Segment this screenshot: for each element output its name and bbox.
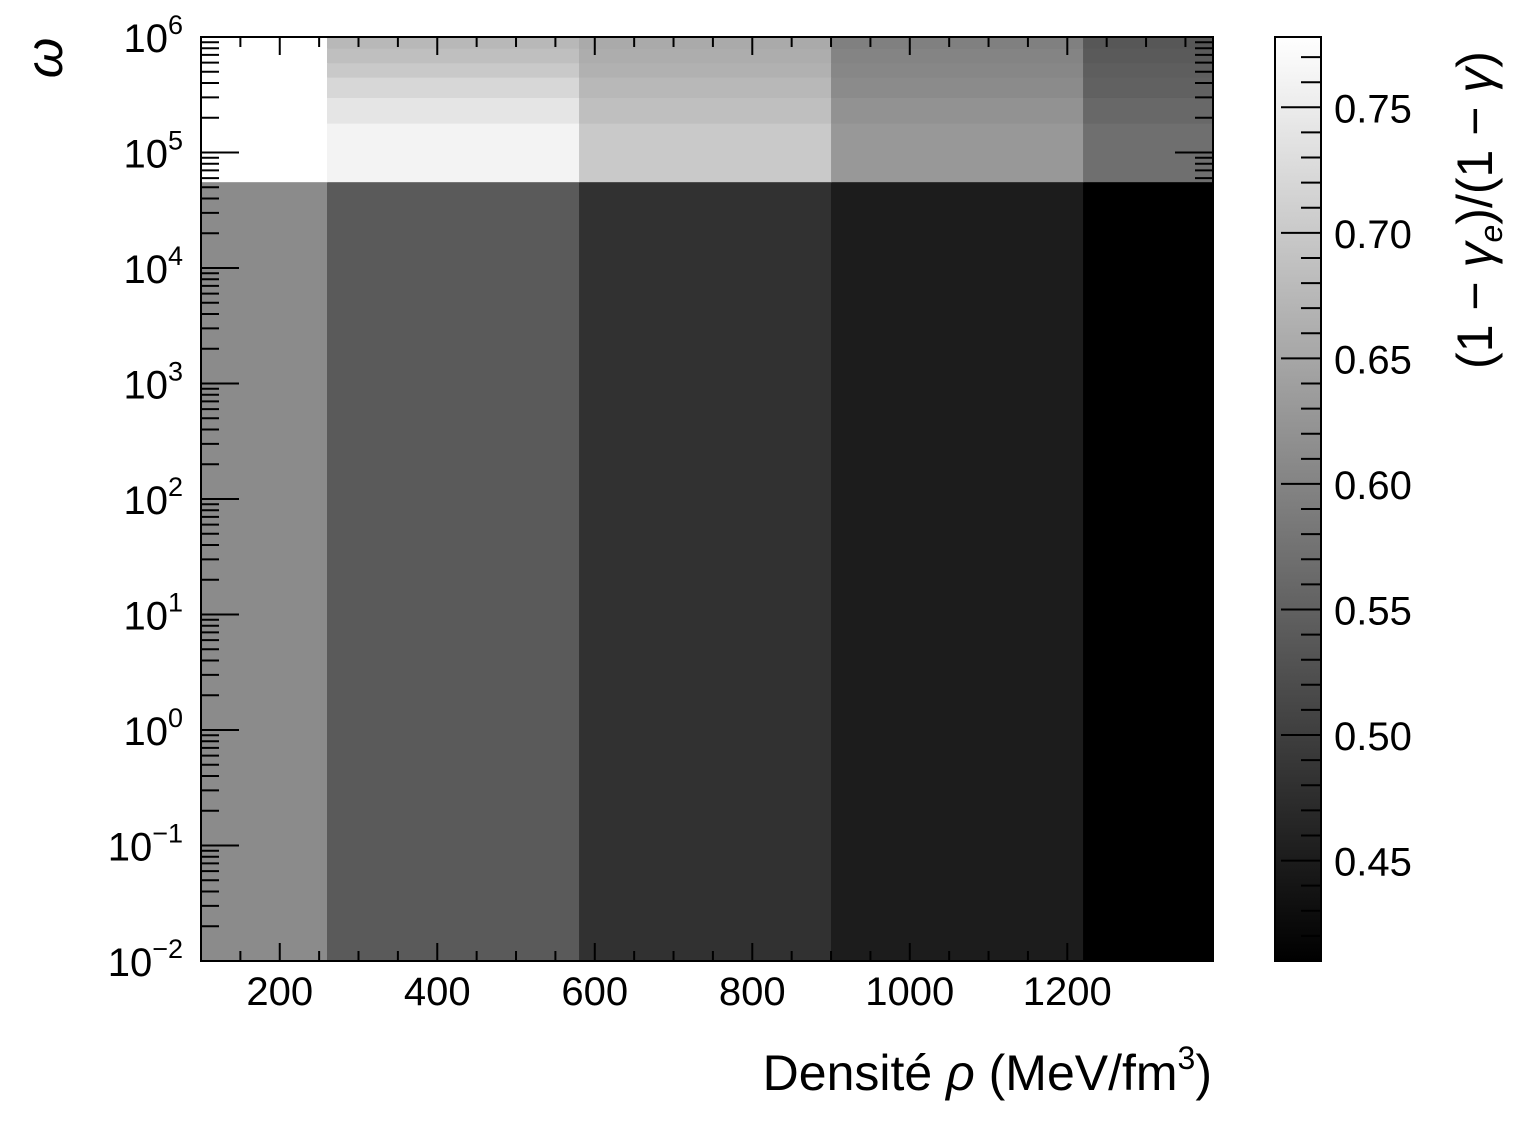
heatmap-cell: [831, 77, 1084, 98]
heatmap-cell: [579, 123, 832, 183]
y-tick-label: 104: [123, 241, 183, 292]
heatmap-cell: [1083, 48, 1214, 64]
y-tick-label: 10−2: [108, 934, 183, 985]
colorbar-tick-label: 0.70: [1334, 213, 1412, 257]
y-tick-label: 103: [123, 357, 183, 408]
heatmap-cell: [579, 97, 832, 124]
y-tick-label: 102: [123, 472, 183, 523]
heatmap-cell: [831, 181, 1084, 962]
y-axis-ticks: 10−2 10−1 100 101 102 103 104 105 106: [108, 10, 1213, 985]
colorbar-tick-label: 0.65: [1334, 338, 1412, 382]
x-tick-label: 1000: [865, 970, 954, 1014]
colorbar-tick-label: 0.55: [1334, 589, 1412, 633]
y-tick-label: 101: [123, 588, 183, 639]
heatmap-cell: [201, 97, 328, 124]
heatmap-cell: [1083, 97, 1214, 124]
heatmap-cell: [579, 62, 832, 78]
heatmap-cell: [327, 37, 580, 49]
colorbar-tick-label: 0.45: [1334, 841, 1412, 885]
y-tick-label: 106: [123, 10, 183, 61]
x-axis-ticks: 200 400 600 800 1000 1200: [246, 37, 1112, 1014]
heatmap-cell: [327, 123, 580, 183]
colorbar: [1274, 36, 1322, 962]
x-tick-label: 800: [719, 970, 786, 1014]
heatmap-cell: [201, 62, 328, 78]
y-tick-label: 105: [123, 126, 183, 177]
colorbar-minor-ticks: [1301, 56, 1321, 962]
heatmap-cell: [579, 37, 832, 49]
heatmap-cell: [327, 77, 580, 98]
colorbar-label: (1 − γe)/(1 − γ): [1447, 51, 1509, 369]
heatmap-cell: [327, 62, 580, 78]
colorbar-ticks: 0.45 0.50 0.55 0.60 0.65 0.70 0.75: [1281, 87, 1412, 885]
x-axis-label: Densité ρ (MeV/fm3): [763, 1040, 1212, 1101]
heatmap-cell: [1083, 62, 1214, 78]
heatmap-cell: [1083, 37, 1214, 49]
heatmap-cell: [831, 48, 1084, 64]
plot-frame: [200, 36, 1214, 962]
heatmap-cell: [327, 181, 580, 962]
y-axis-label: ω: [16, 38, 74, 79]
heatmap-cell: [579, 181, 832, 962]
heatmap-cell: [579, 77, 832, 98]
heatmap-cell: [327, 48, 580, 64]
heatmap-cell: [327, 97, 580, 124]
heatmap-cell: [831, 123, 1084, 183]
heatmap-cell: [579, 48, 832, 64]
x-tick-label: 600: [561, 970, 628, 1014]
x-tick-label: 1200: [1023, 970, 1112, 1014]
colorbar-tick-label: 0.60: [1334, 464, 1412, 508]
y-tick-label: 10−1: [108, 819, 183, 870]
heatmap-cell: [201, 37, 328, 49]
heatmap-cells: [201, 37, 1214, 962]
colorbar-tick-label: 0.50: [1334, 715, 1412, 759]
x-minor-ticks: [239, 37, 1187, 961]
heatmap-cell: [1083, 181, 1214, 962]
y-tick-label: 100: [123, 703, 183, 754]
x-tick-label: 400: [404, 970, 471, 1014]
colorbar-tick-label: 0.75: [1334, 87, 1412, 131]
heatmap-cell: [831, 62, 1084, 78]
x-tick-label: 200: [246, 970, 313, 1014]
y-minor-ticks: [201, 41, 1213, 928]
heatmap-cell: [831, 97, 1084, 124]
heatmap-cell: [201, 48, 328, 64]
heatmap-cell: [201, 181, 328, 962]
heatmap-cell: [201, 77, 328, 98]
heatmap-cell: [1083, 77, 1214, 98]
heatmap-cell: [831, 37, 1084, 49]
